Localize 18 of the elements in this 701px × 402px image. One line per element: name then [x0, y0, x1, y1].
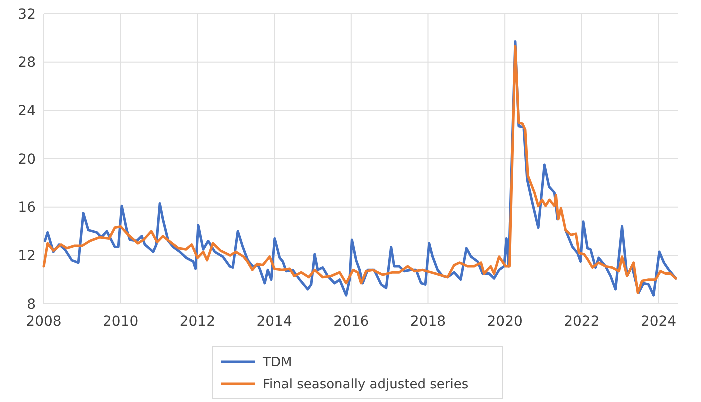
legend-label: TDM	[262, 356, 292, 371]
y-tick-label: 12	[18, 248, 36, 265]
x-tick-label: 2022	[564, 314, 600, 330]
x-tick-label: 2018	[410, 314, 446, 330]
x-tick-label: 2024	[640, 314, 677, 330]
x-tick-label: 2016	[334, 314, 370, 330]
x-tick-label: 2008	[26, 314, 62, 330]
x-tick-label: 2010	[103, 314, 139, 330]
y-tick-label: 24	[18, 104, 36, 120]
x-tick-label: 2012	[180, 314, 216, 330]
y-tick-label: 28	[18, 55, 36, 72]
x-tick-label: 2020	[487, 314, 523, 330]
y-tick-label: 32	[18, 6, 36, 23]
y-tick-label: 8	[27, 296, 36, 313]
x-tick-label: 2014	[256, 314, 292, 330]
y-tick-label: 20	[18, 152, 36, 168]
y-tick-label: 16	[18, 200, 36, 216]
legend-label: Final seasonally adjusted series	[263, 378, 469, 393]
